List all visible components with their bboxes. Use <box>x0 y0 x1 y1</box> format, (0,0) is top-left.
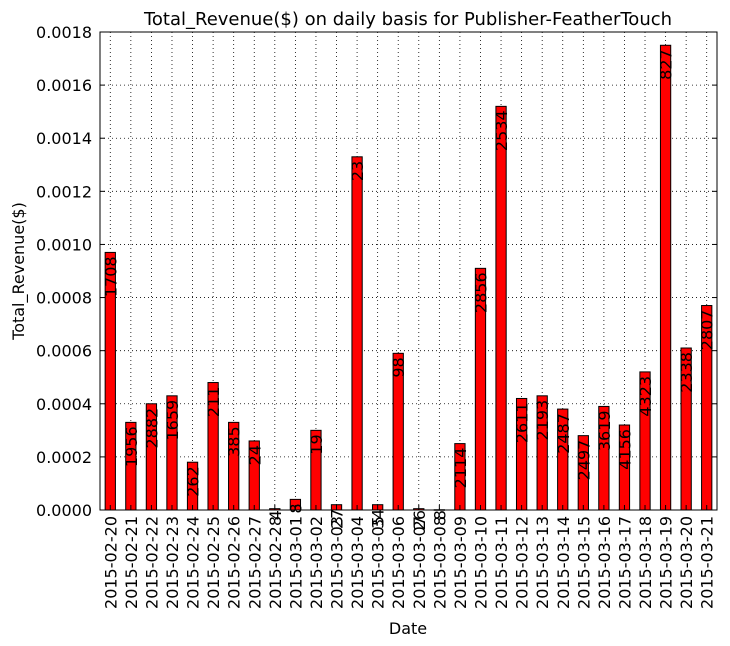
bar-label: 2497 <box>574 440 593 481</box>
bar-label: 1659 <box>163 400 182 441</box>
x-axis-label: Date <box>389 619 427 638</box>
bar-label: 27 <box>328 509 347 529</box>
bar-label: 385 <box>225 426 244 457</box>
y-ticks: 0.0000 0.0002 0.0004 0.0006 0.0008 0.0010 0.00… <box>36 23 717 520</box>
x-tick-label: 2015-02-28 <box>266 516 285 609</box>
bar-label: 19 <box>307 434 326 454</box>
x-tick-label: 2015-02-22 <box>142 516 161 609</box>
bar-label: 211 <box>204 387 223 418</box>
bar-label: 2534 <box>492 110 511 151</box>
y-tick-label: 0.0006 <box>36 342 92 361</box>
x-tick-label: 2015-03-01 <box>286 516 305 609</box>
bar-label: 4156 <box>615 429 634 470</box>
bar-label: 26 <box>410 510 429 530</box>
y-tick-label: 0.0018 <box>36 23 92 42</box>
bar-label: 2882 <box>142 408 161 449</box>
x-tick-label: 2015-03-02 <box>307 516 326 609</box>
y-tick-label: 0.0014 <box>36 129 92 148</box>
plot-frame <box>99 31 718 511</box>
bar-label: 2487 <box>554 413 573 454</box>
x-tick-label: 2015-02-24 <box>184 516 203 609</box>
bar-label: 1956 <box>122 426 141 467</box>
x-tick-label: 2015-02-21 <box>122 516 141 609</box>
bar <box>659 44 672 511</box>
x-tick-label: 2015-03-18 <box>636 516 655 609</box>
x-tick-label: 2015-03-04 <box>348 516 367 609</box>
bar-label: 2856 <box>471 272 490 313</box>
bar-label: 2807 <box>698 310 717 351</box>
x-tick-label: 2015-03-06 <box>389 516 408 609</box>
x-tick-label: 2015-02-23 <box>163 516 182 609</box>
chart-title: Total_Revenue($) on daily basis for Publ… <box>143 9 672 30</box>
x-tick-label: 2015-03-05 <box>369 516 388 609</box>
x-tick-label: 2015-03-16 <box>595 516 614 609</box>
y-tick-label: 0.0012 <box>36 182 92 201</box>
y-tick-label: 0.0010 <box>36 235 92 254</box>
x-tick-label: 2015-03-20 <box>677 516 696 609</box>
x-tick-label: 2015-03-09 <box>451 516 470 609</box>
y-axis-label: Total_Revenue($) <box>9 202 29 341</box>
bar-label: 23 <box>348 161 367 181</box>
y-tick-label: 0.0008 <box>36 289 92 308</box>
x-tick-label: 2015-02-20 <box>101 516 120 609</box>
bar <box>495 105 507 511</box>
bar-label: 24 <box>245 445 264 465</box>
y-tick-label: 0.0000 <box>36 501 92 520</box>
x-tick-label: 2015-03-13 <box>533 516 552 609</box>
x-tick-label: 2015-03-10 <box>471 516 490 609</box>
x-tick-label: 2015-03-11 <box>492 516 511 609</box>
bar-label: 2114 <box>451 448 470 489</box>
x-tick-label: 2015-02-25 <box>204 516 223 609</box>
x-tick-label: 2015-03-07 <box>410 516 429 609</box>
x-tick-label: 2015-03-15 <box>574 516 593 609</box>
bar-label: 4 <box>266 510 285 520</box>
x-tick-label: 2015-03-14 <box>554 516 573 609</box>
x-tick-label: 2015-03-12 <box>513 516 532 609</box>
x-tick-label: 2015-03-03 <box>328 516 347 609</box>
bar-label: 827 <box>657 49 676 80</box>
x-ticks: 2015-02-20 2015-02-21 2015-02-22 2015-02-23… <box>101 505 717 609</box>
bar-label: 262 <box>184 466 203 497</box>
x-tick-label: 2015-03-17 <box>615 516 634 609</box>
x-tick-label: 2015-02-27 <box>245 516 264 609</box>
y-tick-label: 0.0004 <box>36 395 92 414</box>
bar <box>351 156 363 511</box>
bar-label: 8 <box>430 510 449 520</box>
x-tick-label: 2015-03-08 <box>430 516 449 609</box>
bar-label: 4323 <box>636 376 655 417</box>
x-tick-label: 2015-02-26 <box>225 516 244 609</box>
bar-label: 2193 <box>533 400 552 441</box>
y-tick-label: 0.0002 <box>36 448 92 467</box>
bar-label: 98 <box>389 357 408 377</box>
y-tick-label: 0.0016 <box>36 76 92 95</box>
bar-label: 2611 <box>513 402 532 443</box>
bar-label: 34 <box>369 509 388 529</box>
grid-lines <box>100 32 717 510</box>
bar-label: 3619 <box>595 410 614 451</box>
bar-label: 2338 <box>677 352 696 393</box>
bar-label: 1708 <box>101 256 120 297</box>
x-tick-label: 2015-03-19 <box>657 516 676 609</box>
x-tick-label: 2015-03-21 <box>698 516 717 609</box>
